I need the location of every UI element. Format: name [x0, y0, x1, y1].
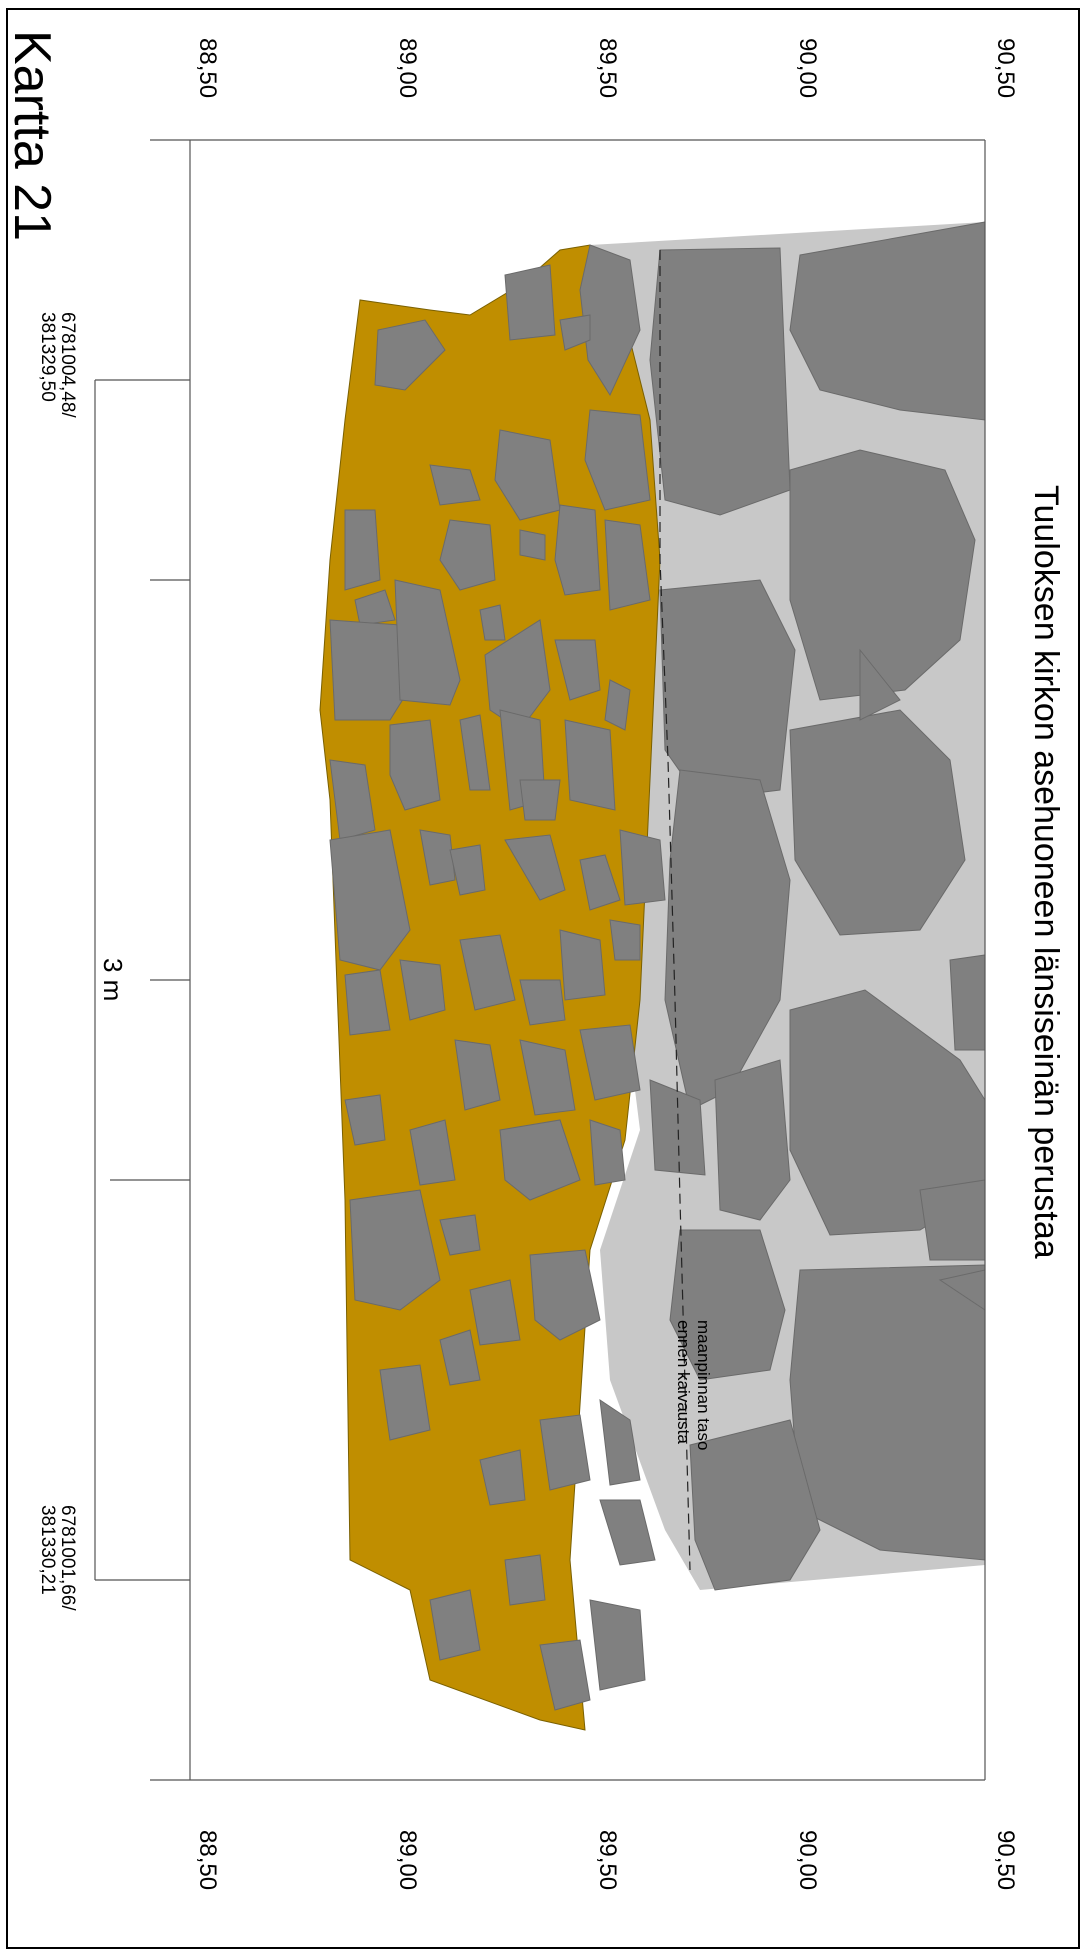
annotation-line1: maanpinnan taso: [694, 1320, 713, 1450]
tick-label: 90,50: [992, 38, 1019, 98]
tick-label: 88,50: [194, 1830, 221, 1890]
map-subtitle: Tuuloksen kirkon asehuoneen länsiseinän …: [1027, 485, 1065, 1259]
fill-layer-stones: [329, 244, 666, 1711]
tick-label: 90,00: [794, 1830, 821, 1890]
scale-label: 3 m: [98, 958, 128, 1001]
elevation-grid: [150, 139, 986, 1781]
tick-label: 88,50: [194, 38, 221, 98]
elevation-labels-bottom: 88,50 89,00 89,50 90,00 90,50: [194, 1830, 1019, 1890]
map-frame: [6, 8, 1080, 1949]
ground-level-line: [659, 250, 691, 1571]
scale-bar: [94, 379, 190, 1581]
tick-label: 89,00: [394, 1830, 421, 1890]
tick-label: 89,50: [594, 1830, 621, 1890]
map-title: Kartta 21: [3, 30, 61, 241]
tick-label: 89,00: [394, 38, 421, 98]
coord-top-line2: 381329,50: [37, 312, 58, 402]
upper-wall-stones: [649, 221, 986, 1591]
tick-label: 90,00: [794, 38, 821, 98]
coord-bottom-line1: 6781001,66/: [57, 1505, 78, 1611]
coord-top-line1: 6781004,48/: [57, 312, 78, 418]
tick-label: 89,50: [594, 38, 621, 98]
annotation-line2: ennen kaivausta: [674, 1320, 693, 1444]
elevation-labels-top: 88,50 89,00 89,50 90,00 90,50: [194, 38, 1019, 98]
tick-label: 90,50: [992, 1830, 1019, 1890]
coord-bottom-line2: 381330,21: [37, 1505, 58, 1595]
